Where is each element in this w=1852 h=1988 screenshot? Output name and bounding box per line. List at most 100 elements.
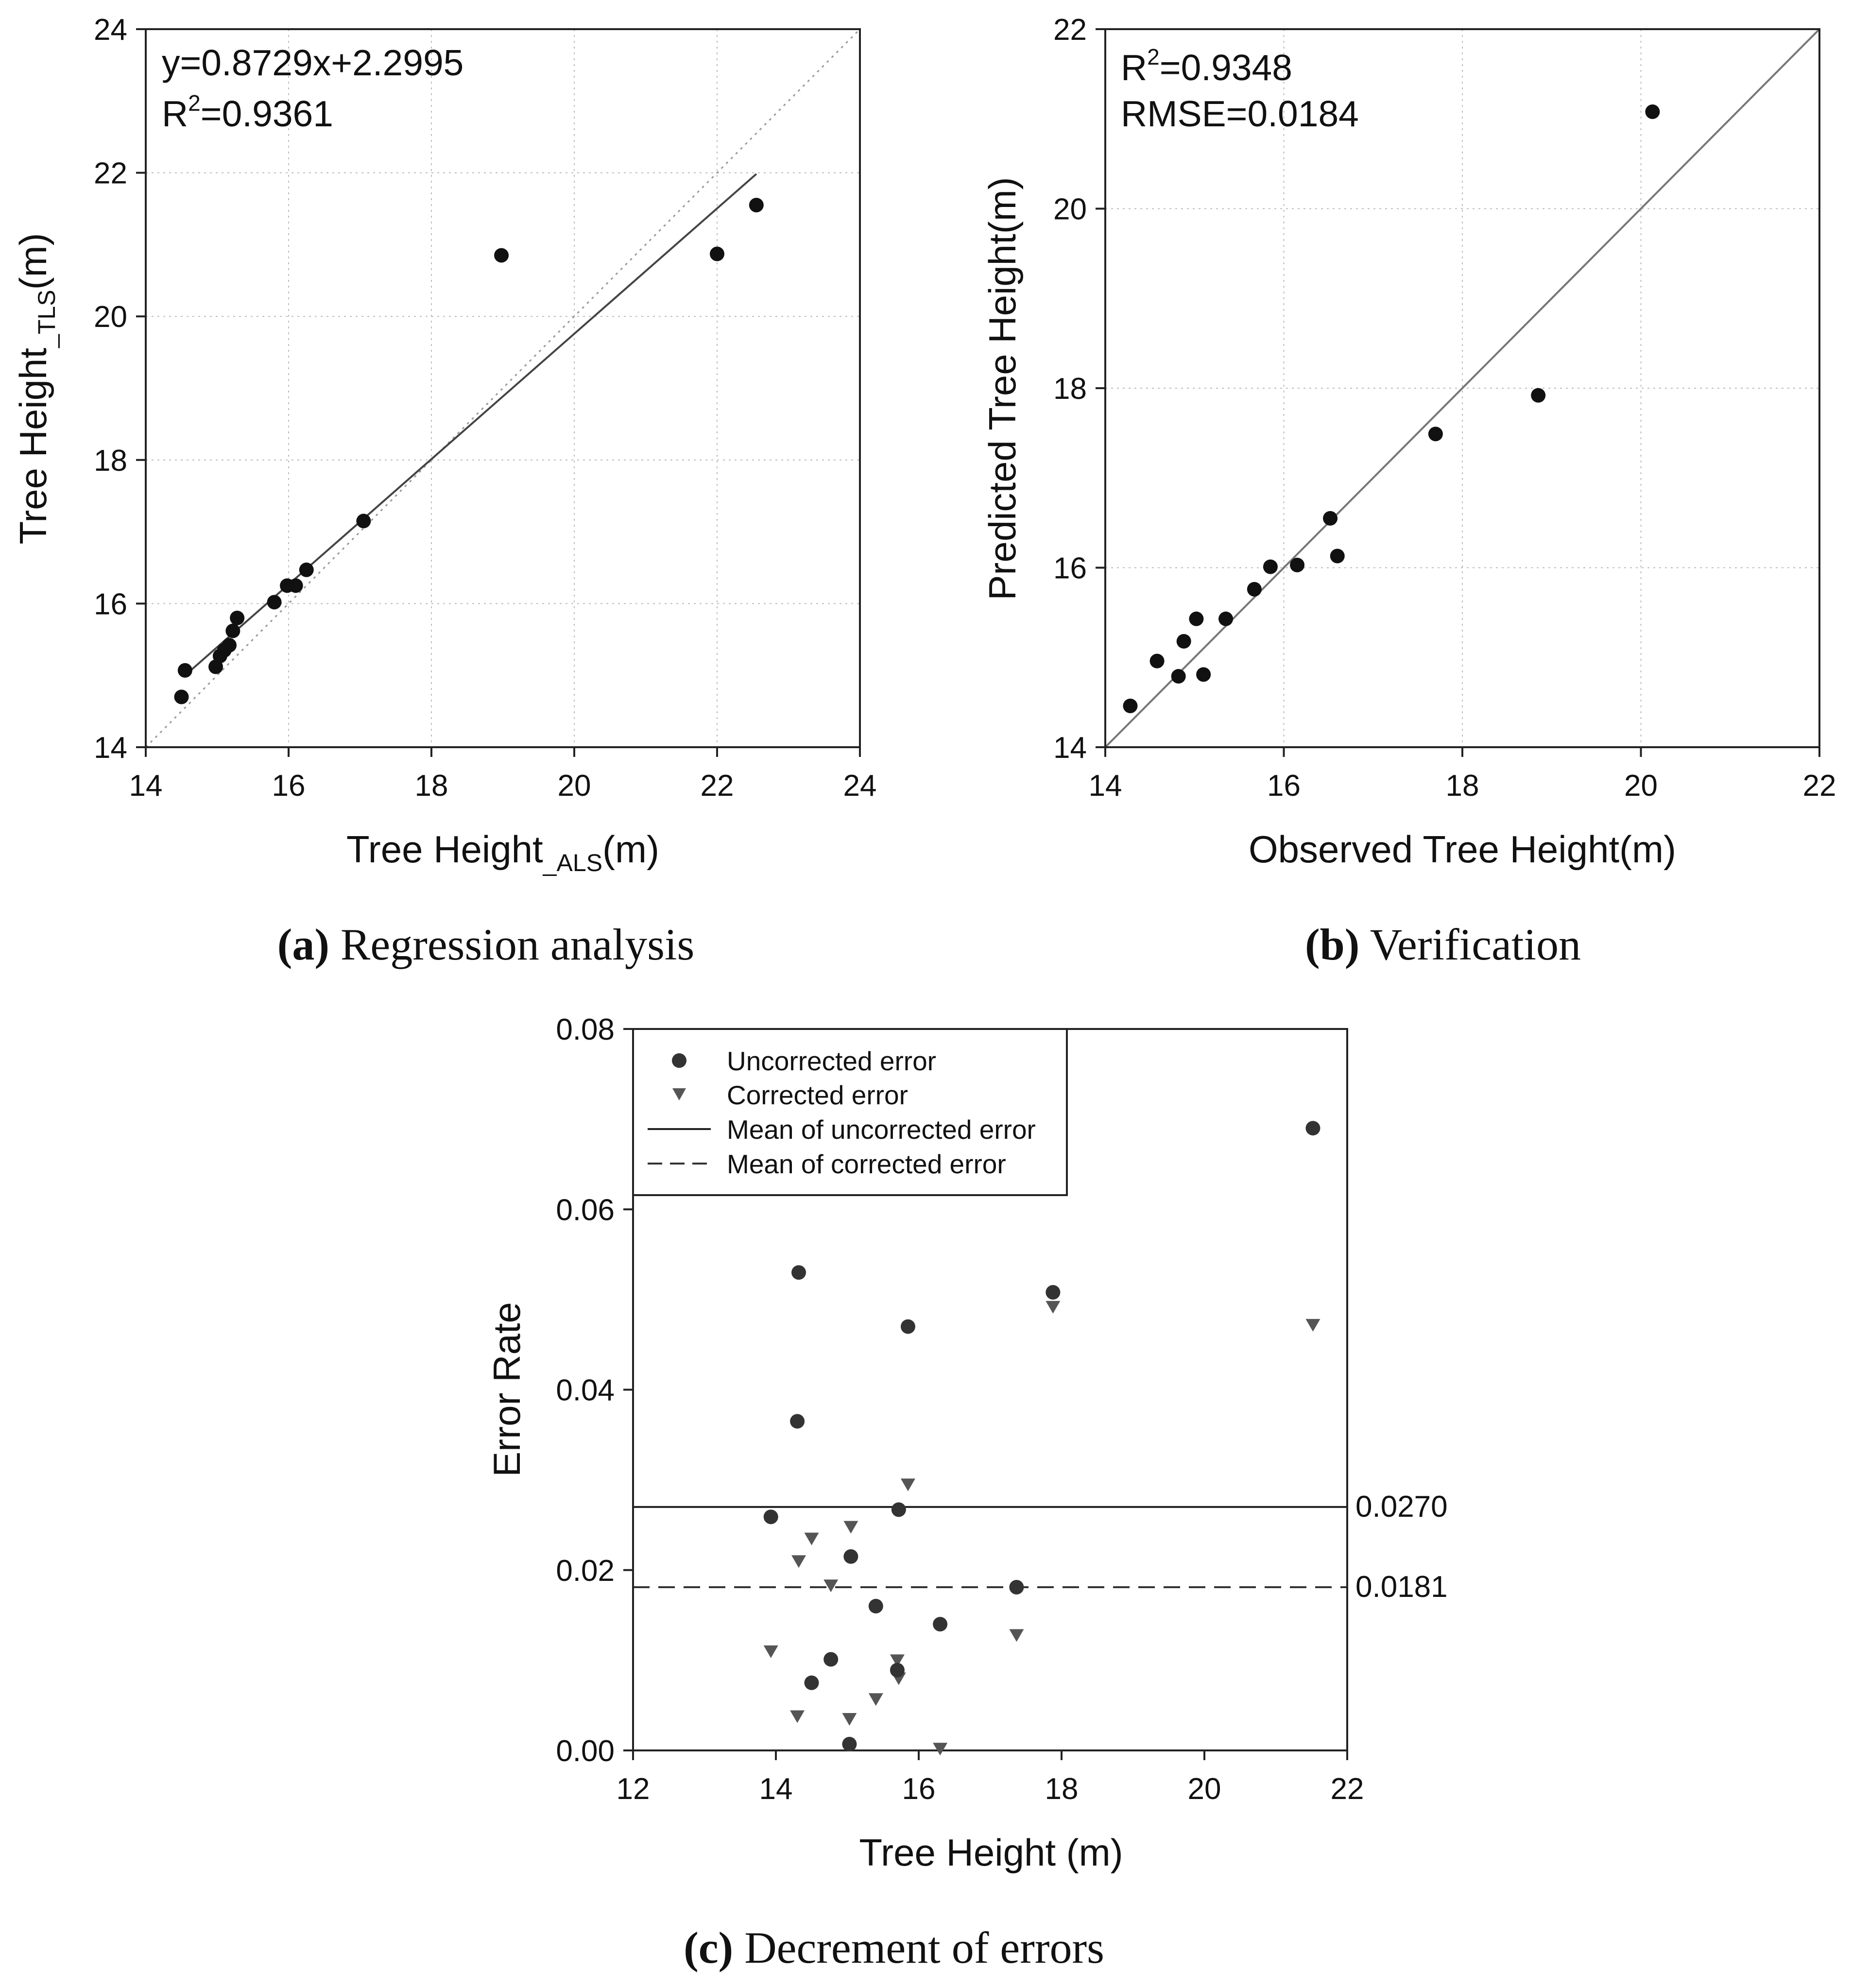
panel-c-corrected-point: [890, 1654, 905, 1667]
panel-b-data-point: [1196, 667, 1211, 682]
panel-c-corrected-point: [843, 1521, 858, 1534]
legend-mean-uncorrected-label: Mean of uncorrected error: [727, 1114, 1036, 1145]
panel-b-data-point: [1645, 104, 1660, 119]
panel-c-corrected-points: [763, 1301, 1320, 1756]
c-x-tick-label: 16: [902, 1772, 936, 1806]
c-y-tick-label: 0.00: [556, 1734, 615, 1768]
panel-a-equation: y=0.8729x+2.2995: [162, 42, 463, 83]
c-x-tick-label: 20: [1188, 1772, 1221, 1806]
panel-b-data-point: [1171, 669, 1186, 684]
panel-c-uncorrected-point: [890, 1662, 905, 1678]
panel-c-uncorrected-point: [791, 1265, 806, 1280]
a-y-tick-label: 20: [94, 300, 127, 334]
panel-a-x-axis-label: Tree Height_ALS(m): [346, 828, 659, 876]
panel-a-y-axis-label: Tree Height_TLS(m): [12, 233, 60, 544]
b-x-tick-label: 14: [1089, 769, 1122, 803]
panel-a-data-point: [356, 514, 371, 529]
panel-a-data-point: [710, 246, 724, 261]
panel-a-data-point: [288, 578, 303, 593]
b-x-tick-label: 20: [1624, 769, 1658, 803]
legend-corrected-label: Corrected error: [727, 1080, 908, 1110]
panel-c-x-axis-label: Tree Height (m): [859, 1831, 1123, 1874]
panel-c-corrected-point: [790, 1710, 805, 1723]
panel-a-data-point: [749, 198, 764, 213]
panel-a-data-point: [174, 689, 189, 704]
a-y-tick-label: 16: [94, 587, 127, 621]
a-x-tick-label: 24: [843, 769, 877, 803]
panel-c-corrected-point: [804, 1532, 819, 1545]
panel-b-data-point: [1176, 634, 1191, 649]
panel-c-uncorrected-point: [823, 1652, 839, 1667]
panel-c-corrected-point: [1046, 1301, 1061, 1314]
panel-a-regression-line: [184, 173, 757, 676]
panel-c-y-axis-label: Error Rate: [485, 1302, 528, 1477]
b-x-tick-label: 16: [1267, 769, 1301, 803]
panel-c-uncorrected-point: [1046, 1285, 1061, 1300]
panel-c-decrement-of-errors: 12 14 16 18 20 220.000.020.040.060.08 0.0270 …: [485, 1013, 1448, 1972]
panel-c-corrected-point: [1009, 1629, 1024, 1642]
panel-c-corrected-point: [791, 1555, 806, 1568]
panel-c-mean-uncorrected-label: 0.0270: [1355, 1490, 1448, 1524]
a-x-tick-label: 18: [415, 769, 448, 803]
panel-b-data-point: [1323, 511, 1338, 526]
a-x-tick-label: 14: [129, 769, 163, 803]
panel-b-identity-line: [1104, 28, 1820, 748]
panel-c-ticks: 12 14 16 18 20 22 0.00 0.02 0.04 0.06 0.08: [556, 1013, 1364, 1806]
a-x-tick-label: 22: [701, 769, 734, 803]
panel-c-uncorrected-point: [900, 1319, 915, 1334]
b-y-tick-label: 18: [1053, 372, 1087, 406]
c-x-tick-label: 22: [1331, 1772, 1364, 1806]
panel-b-ticks: 14 16 18 20 22 14 16 18 20 22: [1053, 13, 1836, 803]
panel-b-data-point: [1531, 388, 1546, 403]
panel-b-data-point: [1290, 557, 1305, 572]
panel-b-points: [1123, 104, 1660, 714]
b-x-tick-label: 22: [1803, 769, 1836, 803]
legend-corrected-marker: [672, 1088, 686, 1100]
a-y-tick-label: 24: [94, 13, 127, 47]
panel-a-points: [174, 198, 764, 704]
panel-c-uncorrected-point: [843, 1549, 858, 1564]
panel-b-r-squared: R2=0.9348: [1121, 44, 1292, 88]
panel-c-legend-box: [632, 1028, 1068, 1196]
panel-c-uncorrected-point: [804, 1675, 819, 1690]
panel-b-data-point: [1218, 611, 1234, 626]
panel-b-data-point: [1189, 611, 1204, 626]
panel-c-corrected-point: [842, 1713, 857, 1726]
legend-uncorrected-marker: [672, 1053, 686, 1068]
b-x-tick-label: 18: [1446, 769, 1479, 803]
panel-c-corrected-point: [900, 1478, 915, 1491]
panel-c-uncorrected-point: [842, 1737, 857, 1752]
panel-b-data-point: [1123, 699, 1138, 714]
panel-c-uncorrected-point: [790, 1414, 805, 1429]
legend-uncorrected-label: Uncorrected error: [727, 1046, 936, 1076]
panel-a-data-point: [299, 562, 314, 577]
panel-c-uncorrected-point: [891, 1502, 906, 1517]
c-y-tick-label: 0.02: [556, 1554, 615, 1588]
c-x-tick-label: 12: [617, 1772, 650, 1806]
panel-b-data-point: [1330, 548, 1345, 564]
panel-a-data-point: [225, 623, 240, 638]
panel-c-corrected-point: [823, 1579, 839, 1593]
panel-b-data-point: [1428, 427, 1443, 442]
a-y-tick-label: 22: [94, 157, 127, 190]
panel-c-legend: Uncorrected error Corrected error Mean o…: [632, 1028, 1068, 1196]
panel-c-uncorrected-point: [1009, 1580, 1024, 1595]
panel-a-data-point: [222, 638, 237, 653]
panel-b-x-axis-label: Observed Tree Height(m): [1249, 828, 1676, 871]
panel-b-rmse: RMSE=0.0184: [1121, 93, 1359, 134]
panel-a-grid: [146, 29, 860, 747]
panel-c-uncorrected-point: [763, 1509, 778, 1525]
panel-a-plot-frame: [145, 28, 861, 748]
panel-a-ticks: 14 16 18 20 22 24 14 16 18 20 22 24: [94, 13, 876, 803]
a-x-tick-label: 16: [272, 769, 306, 803]
panel-c-corrected-point: [868, 1693, 883, 1706]
panel-c-uncorrected-point: [1305, 1121, 1320, 1136]
panel-a-r-squared: R2=0.9361: [162, 90, 333, 134]
panel-b-y-axis-label: Predicted Tree Height(m): [981, 177, 1024, 600]
panel-a-data-point: [177, 663, 192, 678]
panel-a-data-point: [230, 610, 245, 625]
panel-c-corrected-point: [933, 1743, 948, 1756]
c-y-tick-label: 0.06: [556, 1193, 615, 1227]
c-y-tick-label: 0.08: [556, 1013, 615, 1046]
